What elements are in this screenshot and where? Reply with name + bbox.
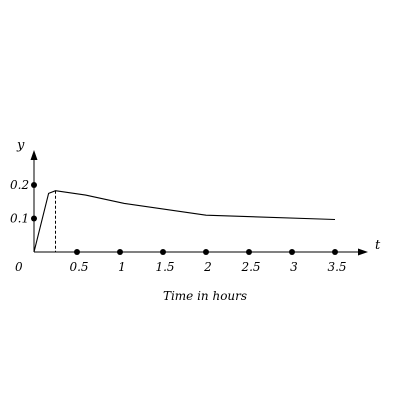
y-tick-label: 0.1 xyxy=(10,212,29,226)
x-tick-label: 1.5 xyxy=(155,260,174,274)
series-line xyxy=(33,190,336,253)
x-tick-label: 1 xyxy=(118,260,126,274)
x-tick-label: 3.5 xyxy=(327,260,346,274)
x-tick-label: 2.5 xyxy=(240,260,260,274)
x-axis-arrowhead xyxy=(358,248,368,256)
x-tick-label: 0.5 xyxy=(69,260,88,274)
x-tick-dot xyxy=(203,249,209,255)
x-tick-dot xyxy=(74,249,80,255)
y-tick-label: 0.2 xyxy=(10,178,29,192)
x-tick-dot xyxy=(117,249,123,255)
x-tick-label: 2 xyxy=(203,260,212,274)
y-tick-dot xyxy=(31,215,37,222)
y-axis-variable-label: y xyxy=(16,138,25,153)
x-tick-label: 3 xyxy=(290,260,298,274)
axes xyxy=(30,150,368,256)
x-tick-dot xyxy=(332,249,338,255)
y-axis-arrowhead xyxy=(30,150,38,160)
series-group xyxy=(33,190,336,253)
x-axis-title: Time in hours xyxy=(163,289,247,303)
y-tick-dot xyxy=(31,182,37,188)
x-axis-variable-label: t xyxy=(375,238,381,253)
origin-label: 0 xyxy=(15,260,23,274)
tick-group: 0.5 1 1.5 2 2.5 3 3.5 0.1 0.2 xyxy=(10,178,347,274)
x-tick-dot xyxy=(246,249,252,255)
x-tick-dot xyxy=(160,249,166,255)
x-tick-dot xyxy=(289,249,295,255)
